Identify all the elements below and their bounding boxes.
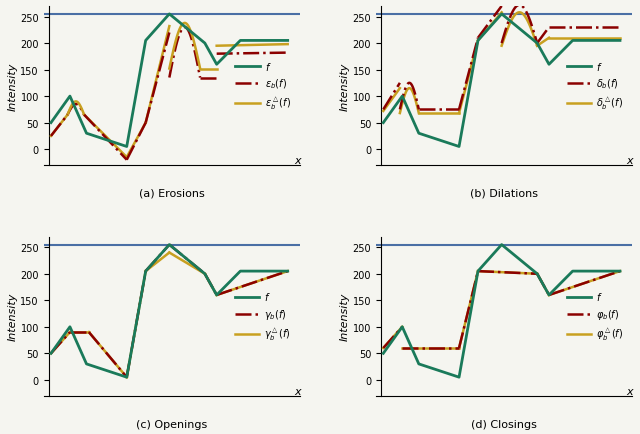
Text: x: x <box>626 386 633 396</box>
Y-axis label: Intensity: Intensity <box>8 62 17 110</box>
Text: x: x <box>294 156 300 166</box>
Legend: $f$, $\varepsilon_b(f)$, $\varepsilon_b^\triangle(f)$: $f$, $\varepsilon_b(f)$, $\varepsilon_b^… <box>232 56 294 116</box>
Title: (d) Closings: (d) Closings <box>471 419 537 428</box>
Y-axis label: Intensity: Intensity <box>340 293 350 341</box>
Legend: $f$, $\gamma_b(f)$, $\gamma_b^\triangle(f)$: $f$, $\gamma_b(f)$, $\gamma_b^\triangle(… <box>231 286 294 346</box>
Y-axis label: Intensity: Intensity <box>8 293 17 341</box>
Y-axis label: Intensity: Intensity <box>340 62 350 110</box>
Title: (c) Openings: (c) Openings <box>136 419 207 428</box>
Title: (a) Erosions: (a) Erosions <box>139 188 205 198</box>
Title: (b) Dilations: (b) Dilations <box>470 188 538 198</box>
Legend: $f$, $\delta_b(f)$, $\delta_b^\triangle(f)$: $f$, $\delta_b(f)$, $\delta_b^\triangle(… <box>563 56 627 116</box>
Text: x: x <box>626 156 633 166</box>
Text: x: x <box>294 386 300 396</box>
Legend: $f$, $\varphi_b(f)$, $\varphi_b^\triangle(f)$: $f$, $\varphi_b(f)$, $\varphi_b^\triangl… <box>563 286 627 346</box>
